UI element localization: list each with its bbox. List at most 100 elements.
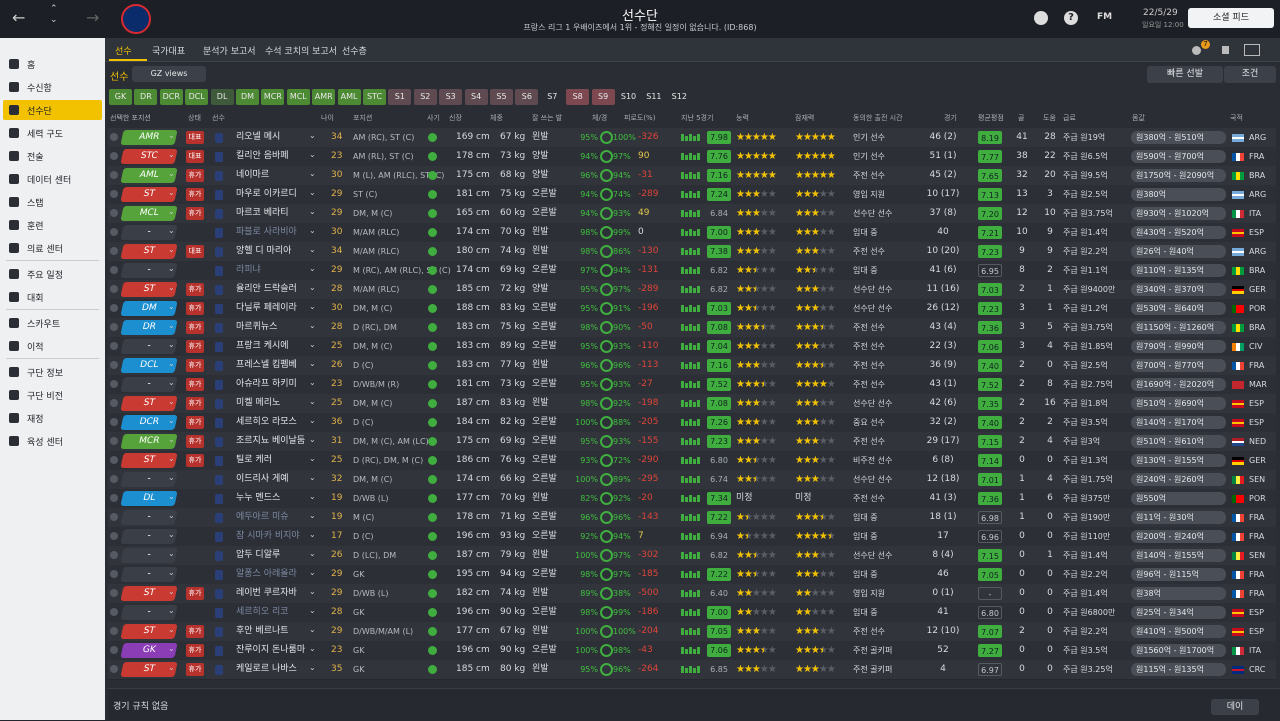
position-filter[interactable]: S6 [515,89,539,105]
row-checkbox[interactable] [110,608,118,616]
sidebar-item[interactable]: 선수단 [3,100,102,120]
player-row[interactable]: ST ⌄ 휴가 레이번 쿠르자바 ⌄ 29 D/WB (L) 182 cm 74 kg 왼발 89%… [108,584,1276,604]
player-name[interactable]: 잠 시마카 비지야 [236,531,300,541]
player-row[interactable]: ST ⌄ 휴가 미켈 메리노 ⌄ 25 DM, M (C) 187 cm 83 kg 왼발 98% 9… [108,394,1276,414]
column-header[interactable]: 사기 [427,114,440,122]
player-row[interactable]: MCL ⌄ 휴가 마르코 베라티 ⌄ 29 DM, M (C) 165 cm 60 kg 오른발 9… [108,204,1276,224]
sidebar-item[interactable]: 스탭 [3,192,102,212]
player-name[interactable]: 네이마르 [236,170,270,180]
player-row[interactable]: - ⌄ 에두아르 미슈 ⌄ 19 M (C) 178 cm 71 kg 오른발 96% 96% -14… [108,508,1276,528]
sidebar-item[interactable]: 데이터 센터 [3,169,102,189]
column-header[interactable]: 국적 [1230,114,1243,122]
row-checkbox[interactable] [110,285,118,293]
player-name[interactable]: 리오넬 메시 [236,132,281,142]
sidebar-item[interactable]: 대회 [3,287,102,307]
row-checkbox[interactable] [110,399,118,407]
screen-icon[interactable] [1244,44,1260,56]
player-row[interactable]: - ⌄ 휴가 프랑크 케시에 ⌄ 25 DM, M (C) 183 cm 89 kg 오른발 95%… [108,337,1276,357]
subnav-tab[interactable]: 선수층 [342,47,367,57]
world-icon[interactable] [1034,11,1048,25]
subnav-tab[interactable]: 분석가 보고서 [203,47,256,57]
player-row[interactable]: AMR ⌄ 대표 리오넬 메시 ⌄ 34 AM (RC), ST (C) 169 cm 67 k… [108,128,1276,148]
column-header[interactable]: 피로도(%) [624,114,656,122]
player-row[interactable]: GK ⌄ 휴가 잔루이지 돈나룸마 ⌄ 23 GK 196 cm 90 kg 오른발 100% 98%… [108,641,1276,661]
player-row[interactable]: ST ⌄ 휴가 후안 베르나트 ⌄ 29 D/WB/M/AM (L) 177 cm 67 kg 왼… [108,622,1276,642]
fm-label[interactable]: FM [1097,12,1113,22]
player-name[interactable]: 아슈라프 하키미 [236,379,297,389]
row-checkbox[interactable] [110,247,118,255]
player-row[interactable]: - ⌄ 알퐁스 아레올라 ⌄ 29 GK 195 cm 94 kg 오른발 98% 97% -185 7… [108,565,1276,585]
sidebar-item[interactable]: 육성 센터 [3,431,102,451]
row-checkbox[interactable] [110,133,118,141]
player-name[interactable]: 킬리안 음바페 [236,151,289,161]
player-row[interactable]: STC ⌄ 대표 킬리안 음바페 ⌄ 23 AM (RL), ST (C) 178 cm 73 … [108,147,1276,167]
column-header[interactable]: 나이 [321,114,334,122]
position-filter[interactable]: S10 [620,92,637,101]
row-checkbox[interactable] [110,494,118,502]
column-header[interactable]: 골 [1018,114,1025,122]
row-checkbox[interactable] [110,152,118,160]
row-checkbox[interactable] [110,589,118,597]
position-filter[interactable]: DL [210,89,234,105]
player-name[interactable]: 에두아르 미슈 [236,512,289,522]
row-checkbox[interactable] [110,532,118,540]
column-header[interactable]: 동의한 출전 시간 [853,114,903,122]
player-name[interactable]: 라피냐 [236,265,261,275]
position-filter[interactable]: S7 [547,92,558,101]
row-checkbox[interactable] [110,171,118,179]
player-row[interactable]: MCR ⌄ 휴가 조르지뇨 베이날둠 ⌄ 31 DM, M (C), AM (LC) 175 … [108,432,1276,452]
player-name[interactable]: 레이번 쿠르자바 [236,588,297,598]
position-filter[interactable]: AML [337,89,361,105]
sidebar-item[interactable]: 세력 구도 [3,123,102,143]
sidebar-item[interactable]: 구단 비전 [3,385,102,405]
row-checkbox[interactable] [110,266,118,274]
column-header[interactable]: 상태 [188,114,201,122]
player-name[interactable]: 프레스넬 킴펨베 [236,360,297,370]
position-filter[interactable]: S8 [566,89,590,105]
player-row[interactable]: ST ⌄ 휴가 틸로 케러 ⌄ 25 D (RC), DM, M (C) 186 cm 76 k… [108,451,1276,471]
player-name[interactable]: 앙헬 디 마리아 [236,246,292,256]
sidebar-item[interactable]: 스카우트 [3,313,102,333]
sidebar-item[interactable]: 이적 [3,336,102,356]
position-filter[interactable]: DCR [159,89,183,105]
position-filter[interactable]: S12 [671,92,687,101]
position-filter[interactable]: DCL [185,89,209,105]
player-name[interactable]: 이드리사 게예 [236,474,289,484]
position-filter[interactable]: S1 [388,89,412,105]
row-checkbox[interactable] [110,456,118,464]
club-badge[interactable] [121,4,151,34]
player-name[interactable]: 조르지뇨 베이날둠 [236,436,306,446]
help-icon[interactable]: ? [1064,11,1078,25]
player-row[interactable]: - ⌄ 파블로 사라비아 ⌄ 30 M/AM (RLC) 174 cm 70 kg 왼발 98% 9… [108,223,1276,243]
column-header[interactable]: 급료 [1063,114,1076,122]
position-filter[interactable]: DM [236,89,259,105]
row-checkbox[interactable] [110,570,118,578]
column-header[interactable]: 체/경 [592,114,608,122]
player-row[interactable]: - ⌄ 이드리사 게예 ⌄ 32 DM, M (C) 174 cm 66 kg 오른발 100% 8… [108,470,1276,490]
player-name[interactable]: 다닐루 페레이라 [236,303,297,313]
sidebar-item[interactable]: 주요 일정 [3,264,102,284]
player-row[interactable]: DCL ⌄ 휴가 프레스넬 킴펨베 ⌄ 26 D (C) 183 cm 77 kg 왼발 96% 96… [108,356,1276,376]
sidebar-item[interactable]: 홈 [3,54,102,74]
filter-button[interactable]: 조건 [1224,66,1276,83]
row-checkbox[interactable] [110,361,118,369]
footer-dropdown[interactable]: 데이 [1211,699,1259,715]
position-filter[interactable]: AMR [312,89,336,105]
player-name[interactable]: 율리안 드락슬러 [236,284,297,294]
row-checkbox[interactable] [110,228,118,236]
row-checkbox[interactable] [110,323,118,331]
position-filter[interactable]: STC [363,89,386,105]
position-filter[interactable]: S3 [439,89,463,105]
view-dropdown[interactable]: GZ views [132,66,206,82]
column-header[interactable]: 포지션 [353,114,373,122]
row-checkbox[interactable] [110,304,118,312]
sidebar-item[interactable]: 재정 [3,408,102,428]
position-filter[interactable]: GK [109,89,132,105]
column-header[interactable]: 선수 [212,114,225,122]
lock-icon[interactable] [1222,46,1229,54]
player-row[interactable]: - ⌄ 라피냐 ⌄ 29 M (RC), AM (RLC), ST (C) 174 cm 69… [108,261,1276,281]
column-header[interactable]: 체중 [490,114,503,122]
position-filter[interactable]: MCL [286,89,310,105]
position-filter[interactable]: S2 [413,89,437,105]
position-filter[interactable]: S9 [591,89,615,105]
